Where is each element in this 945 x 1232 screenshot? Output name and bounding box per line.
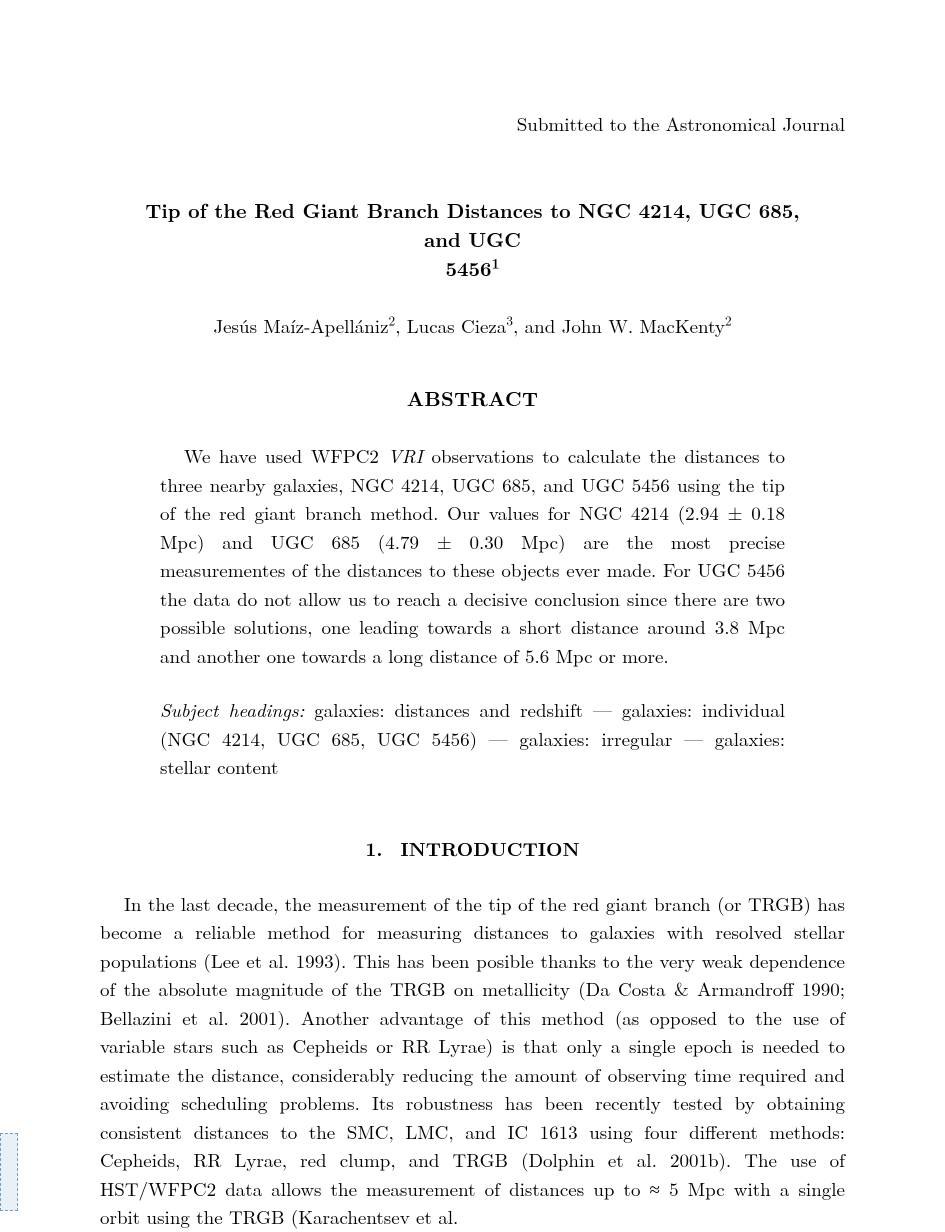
section-1-title: INTRODUCTION [400, 834, 579, 862]
subject-headings: Subject headings: galaxies: distances an… [160, 696, 785, 782]
section-1-para-1: In the last decade, the measurement of t… [100, 890, 845, 1232]
abstract-post: observations to calculate the distances … [160, 442, 785, 669]
title-line-2-prefix: 5456 [445, 253, 491, 282]
title-footnote-sup: 1 [491, 253, 499, 273]
author-sep-1: , [395, 312, 407, 339]
author-list: Jesús Maíz-Apellániz2, Lucas Cieza3, and… [100, 312, 845, 339]
abstract-filters-ital: VRI [388, 442, 423, 469]
author-3-name: John W. MacKenty [562, 312, 725, 339]
author-1-name: Jesús Maíz-Apellániz [213, 312, 388, 339]
paper-page: Submitted to the Astronomical Journal Ti… [0, 0, 945, 1223]
title-line-1: Tip of the Red Giant Branch Distances to… [145, 195, 799, 253]
section-1-heading: 1. INTRODUCTION [100, 834, 845, 862]
submitted-to-line: Submitted to the Astronomical Journal [100, 110, 845, 137]
author-sep-2: , and [513, 312, 562, 339]
abstract-heading: ABSTRACT [100, 383, 845, 412]
subject-headings-label: Subject headings: [160, 696, 304, 723]
author-3-affil-sup: 2 [725, 311, 732, 330]
abstract-body: We have used WFPC2 VRI observations to c… [160, 442, 785, 670]
paper-title: Tip of the Red Giant Branch Distances to… [130, 195, 815, 282]
arxiv-sidebar-tab [0, 1133, 18, 1211]
section-1-number: 1. [365, 834, 382, 862]
abstract-pre: We have used WFPC2 [184, 442, 388, 469]
author-2-name: Lucas Cieza [407, 312, 507, 339]
